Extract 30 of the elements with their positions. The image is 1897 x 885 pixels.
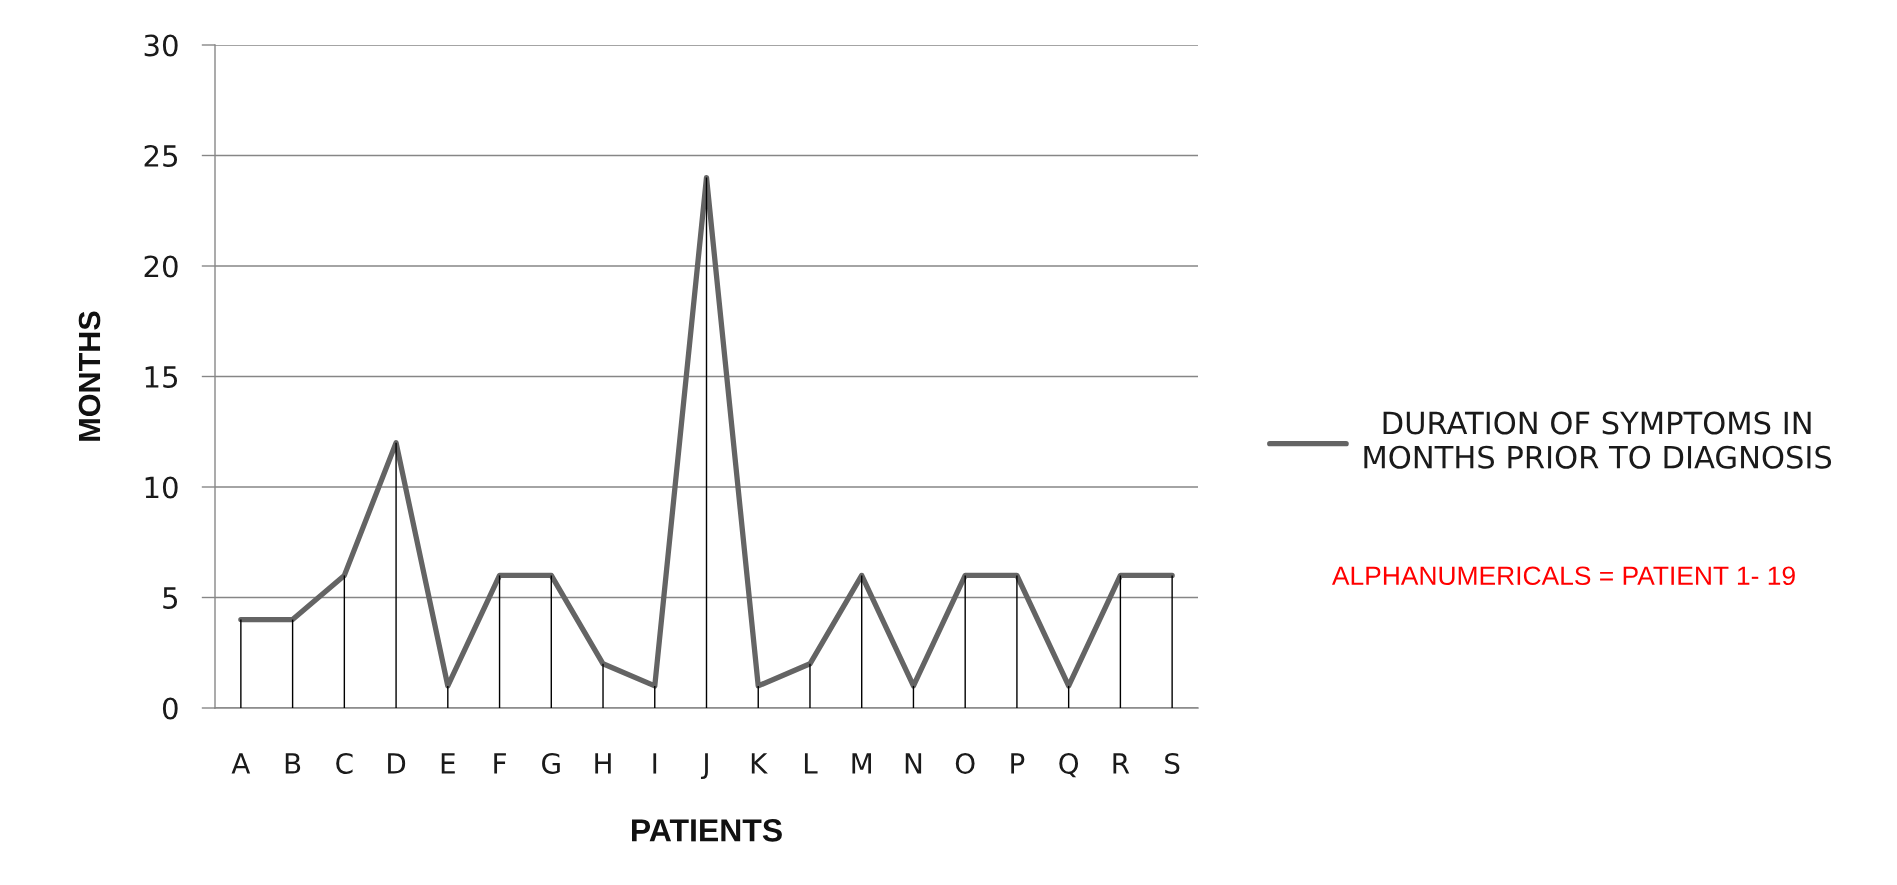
- x-tick-label: P: [1011, 753, 1025, 774]
- legend-label: DURATION OF SYMPTOMS IN MONTHS PRIOR TO DIAGNOSIS: [1364, 411, 1832, 469]
- x-tick-label: B: [285, 753, 301, 774]
- x-tick-label: S: [1165, 752, 1180, 774]
- y-tick-label: 30: [144, 34, 178, 57]
- x-tick-label: I: [653, 753, 657, 774]
- x-tick-label: C: [336, 752, 353, 774]
- y-tick-label: 5: [163, 587, 178, 609]
- x-tick-label: O: [955, 752, 975, 774]
- x-tick-label: G: [542, 752, 560, 774]
- y-tick-label: 20: [144, 255, 178, 278]
- x-tick-label: L: [804, 753, 818, 774]
- x-tick-label: N: [905, 753, 922, 774]
- x-tick-label: E: [441, 753, 455, 774]
- x-tick-label: M: [852, 753, 871, 774]
- x-tick-label: Q: [1059, 752, 1079, 778]
- y-tick-label: 0: [162, 697, 178, 720]
- x-tick-label: J: [700, 753, 708, 780]
- x-tick-label: D: [388, 753, 406, 774]
- y-tick-label: 10: [145, 476, 178, 499]
- x-tick-label: F: [494, 753, 506, 774]
- x-tick-label: H: [595, 753, 611, 774]
- y-tick-label: 15: [145, 366, 178, 388]
- x-axis-title: PATIENTS: [632, 819, 782, 842]
- y-tick-label: 25: [144, 144, 178, 167]
- x-tick-label: R: [1113, 753, 1130, 774]
- x-tick-label: K: [751, 753, 768, 774]
- y-axis-title: MONTHS: [78, 311, 101, 441]
- x-tick-label: A: [231, 753, 251, 774]
- text: ALPHANUMERICALS = PATIENT 1- 19: [1331, 566, 1795, 586]
